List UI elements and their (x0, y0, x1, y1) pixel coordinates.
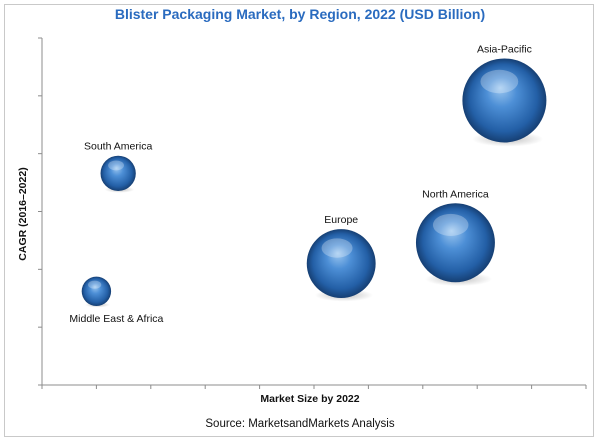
bubble-label-south-america: South America (84, 141, 152, 153)
bubble-highlight-asia-pacific (480, 69, 519, 94)
x-axis-label: Market Size by 2022 (260, 393, 359, 405)
bubble-asia-pacific (462, 58, 547, 143)
bubble-middle-east-africa (81, 276, 112, 307)
bubble-label-asia-pacific: Asia-Pacific (477, 43, 532, 55)
bubble-europe (306, 229, 376, 298)
bubble-label-europe: Europe (324, 214, 358, 226)
chart-title: Blister Packaging Market, by Region, 202… (114, 6, 486, 22)
bubble-label-middle-east-africa: Middle East & Africa (69, 313, 163, 325)
bubble-highlight-south-america (108, 160, 124, 171)
y-axis-label: CAGR (2016–2022) (17, 167, 29, 260)
bubble-highlight-middle-east-africa (88, 280, 102, 289)
source-note: Source: MarketsandMarkets Analysis (205, 418, 395, 430)
bubble-south-america (100, 155, 136, 191)
bubble-north-america (415, 203, 495, 283)
axes (38, 37, 587, 389)
bubble-highlight-north-america (432, 213, 469, 237)
bubble-label-north-america: North America (422, 188, 489, 200)
bubbles-layer: Asia-Pacific North America Europe South Ame… (69, 43, 547, 325)
bubble-highlight-europe (321, 238, 353, 258)
